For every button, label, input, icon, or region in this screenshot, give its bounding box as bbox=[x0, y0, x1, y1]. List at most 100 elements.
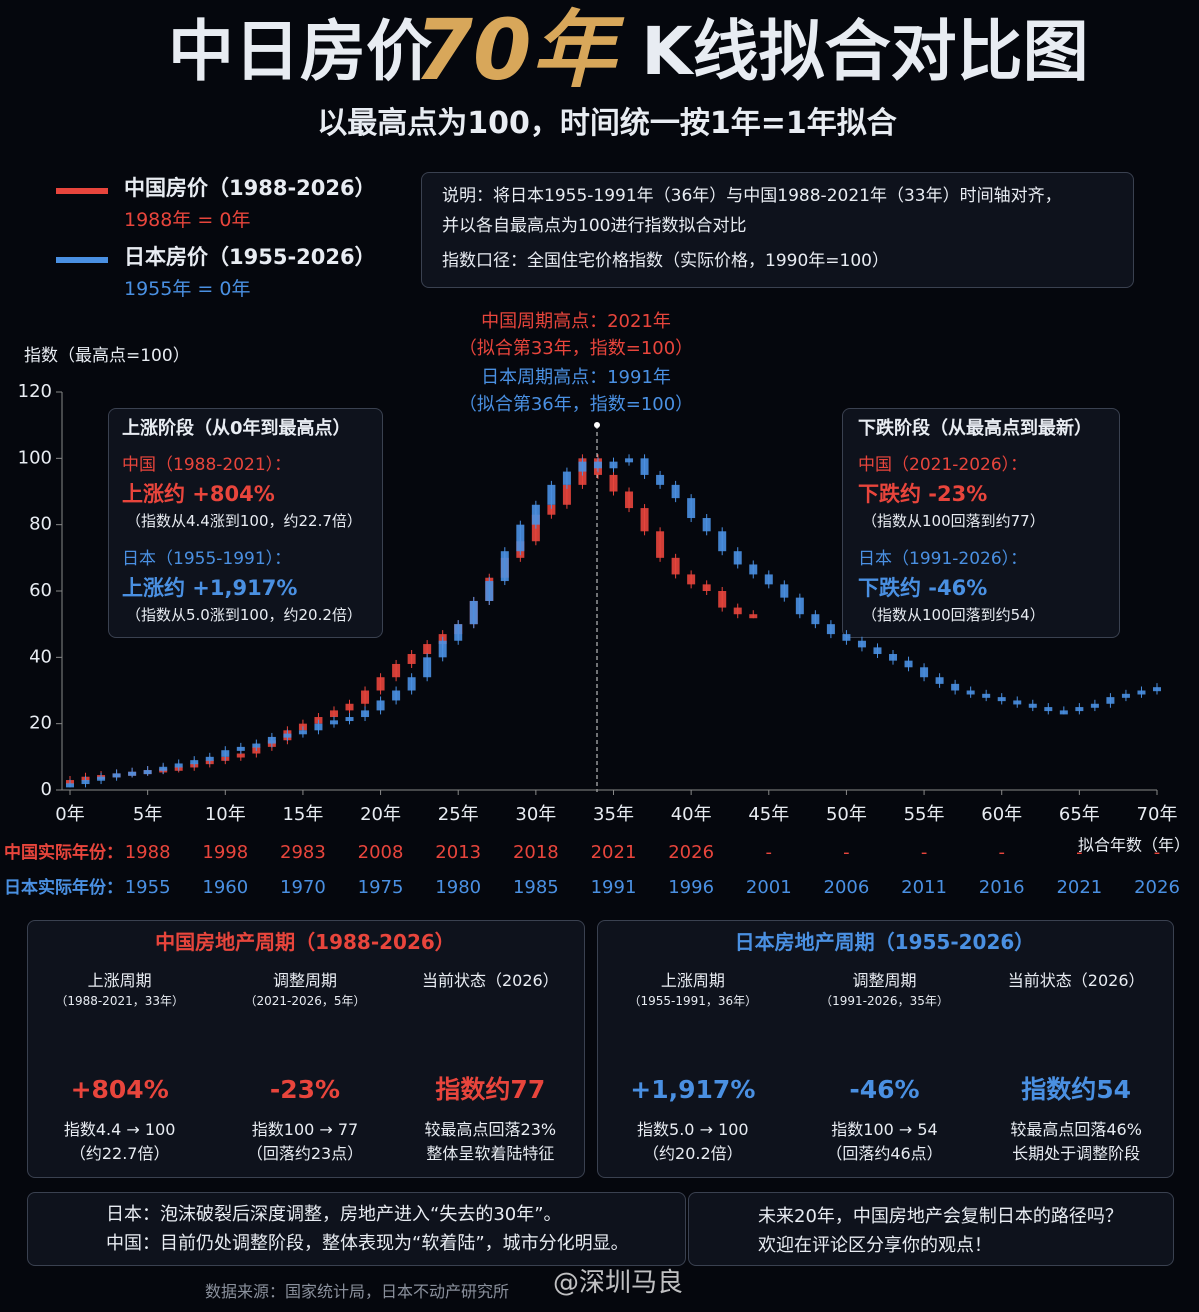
year-label: 2026 bbox=[1134, 877, 1180, 898]
candle bbox=[1044, 707, 1053, 712]
candle bbox=[578, 461, 587, 472]
x-tick-label: 35年 bbox=[593, 804, 634, 825]
candle bbox=[423, 657, 432, 678]
y-tick-label: 120 bbox=[18, 381, 52, 402]
candle bbox=[547, 484, 556, 505]
panel-col-title: 调整周期 bbox=[852, 971, 917, 990]
candle bbox=[951, 683, 960, 691]
candle bbox=[873, 647, 882, 655]
phase-value: 上涨约 +1,917% bbox=[122, 576, 298, 600]
candle bbox=[469, 600, 478, 625]
x-tick-label: 10年 bbox=[205, 804, 246, 825]
panel-col-title: 上涨周期 bbox=[87, 971, 152, 990]
panel-title: 日本房地产周期（1955-2026） bbox=[734, 930, 1035, 954]
peak-annotation: （拟合第36年，指数=100） bbox=[458, 394, 694, 415]
x-tick-label: 70年 bbox=[1137, 804, 1178, 825]
year-label: 2008 bbox=[358, 842, 404, 863]
candle bbox=[733, 607, 742, 615]
legend-label: 日本房价（1955-2026） bbox=[124, 245, 376, 269]
candle bbox=[66, 783, 74, 788]
footer-line: 日本：泡沫破裂后深度调整，房地产进入“失去的30年”。 bbox=[106, 1204, 562, 1225]
candle bbox=[656, 474, 665, 485]
panel-col-title: 当前状态（2026） bbox=[1007, 971, 1145, 990]
x-tick-label: 50年 bbox=[826, 804, 867, 825]
footer-line: 未来20年，中国房地产会复制日本的路径吗？ bbox=[758, 1206, 1123, 1227]
candle bbox=[438, 640, 447, 658]
phase-label: 中国（1988-2021）： bbox=[122, 455, 292, 475]
candle bbox=[718, 531, 727, 552]
candle bbox=[733, 551, 742, 565]
peak-annotation: 中国周期高点：2021年 bbox=[481, 311, 671, 332]
year-label: - bbox=[766, 842, 773, 863]
candle bbox=[298, 730, 307, 735]
candle bbox=[966, 690, 975, 695]
note-box bbox=[421, 172, 1134, 288]
year-label: - bbox=[998, 842, 1005, 863]
y-tick-label: 20 bbox=[29, 713, 52, 734]
x-tick-label: 25年 bbox=[438, 804, 479, 825]
y-tick-label: 80 bbox=[29, 514, 52, 535]
legend-swatch bbox=[56, 257, 108, 263]
candle bbox=[1059, 710, 1068, 715]
year-label: 2021 bbox=[1056, 877, 1102, 898]
x-tick-label: 0年 bbox=[55, 804, 84, 825]
candle bbox=[97, 776, 106, 781]
candle bbox=[687, 574, 696, 585]
candle bbox=[1028, 703, 1037, 708]
phase-label: 日本（1955-1991）： bbox=[122, 549, 292, 569]
year-label: 2006 bbox=[824, 877, 870, 898]
year-label: 1996 bbox=[668, 877, 714, 898]
candle bbox=[531, 504, 540, 525]
candle bbox=[1075, 707, 1084, 712]
year-label: 1970 bbox=[280, 877, 326, 898]
candle bbox=[1153, 687, 1161, 692]
year-label: 1975 bbox=[358, 877, 404, 898]
note-line: 说明：将日本1955-1991年（36年）与中国1988-2021年（33年）时… bbox=[442, 186, 1062, 206]
panel-value: -23% bbox=[269, 1075, 341, 1104]
legend-note: 1955年 = 0年 bbox=[124, 278, 251, 300]
panel-line: （约22.7倍） bbox=[69, 1144, 170, 1163]
candle bbox=[252, 743, 261, 748]
year-label: 2016 bbox=[979, 877, 1025, 898]
year-label: 1985 bbox=[513, 877, 559, 898]
candle bbox=[764, 574, 773, 585]
panel-line: 长期处于调整阶段 bbox=[1012, 1144, 1141, 1163]
candle bbox=[625, 458, 634, 463]
panel-col-sub: （1991-2026，35年） bbox=[820, 994, 949, 1008]
candle bbox=[143, 770, 152, 775]
china-panel bbox=[27, 920, 585, 1178]
year-label: - bbox=[921, 842, 928, 863]
candle bbox=[1121, 693, 1130, 698]
candle bbox=[842, 634, 851, 641]
candle bbox=[283, 733, 292, 738]
candle bbox=[485, 581, 494, 601]
panel-line: 指数100 → 77 bbox=[251, 1120, 359, 1139]
footer-line: 欢迎在评论区分享你的观点！ bbox=[758, 1235, 992, 1256]
panel-line: 指数5.0 → 100 bbox=[637, 1120, 749, 1139]
footer-left-box bbox=[27, 1192, 686, 1266]
panel-line: 较最高点回落46% bbox=[1010, 1120, 1142, 1139]
panel-line: 整体呈软着陆特征 bbox=[426, 1144, 555, 1163]
candle bbox=[562, 484, 571, 505]
candle bbox=[609, 474, 618, 492]
source: 数据来源：国家统计局，日本不动产研究所 bbox=[205, 1282, 510, 1301]
panel-line: （回落约46点） bbox=[826, 1144, 943, 1163]
x-tick-label: 15年 bbox=[282, 804, 323, 825]
panel-col-title: 当前状态（2026） bbox=[421, 971, 559, 990]
candle bbox=[749, 564, 758, 575]
candle bbox=[407, 654, 416, 664]
peak-annotation: 日本周期高点：1991年 bbox=[481, 367, 671, 388]
candle bbox=[640, 458, 649, 475]
panel-value: 指数约77 bbox=[435, 1075, 546, 1104]
candle bbox=[1106, 697, 1115, 704]
candle bbox=[345, 717, 354, 722]
panel-value: +1,917% bbox=[630, 1075, 756, 1104]
candle bbox=[392, 663, 401, 678]
phase-label: 中国（2021-2026）： bbox=[858, 455, 1028, 475]
candle bbox=[361, 710, 370, 718]
candle bbox=[159, 766, 168, 771]
candle bbox=[174, 763, 183, 768]
candle bbox=[267, 736, 276, 744]
candle bbox=[205, 756, 214, 761]
candle bbox=[593, 461, 602, 469]
